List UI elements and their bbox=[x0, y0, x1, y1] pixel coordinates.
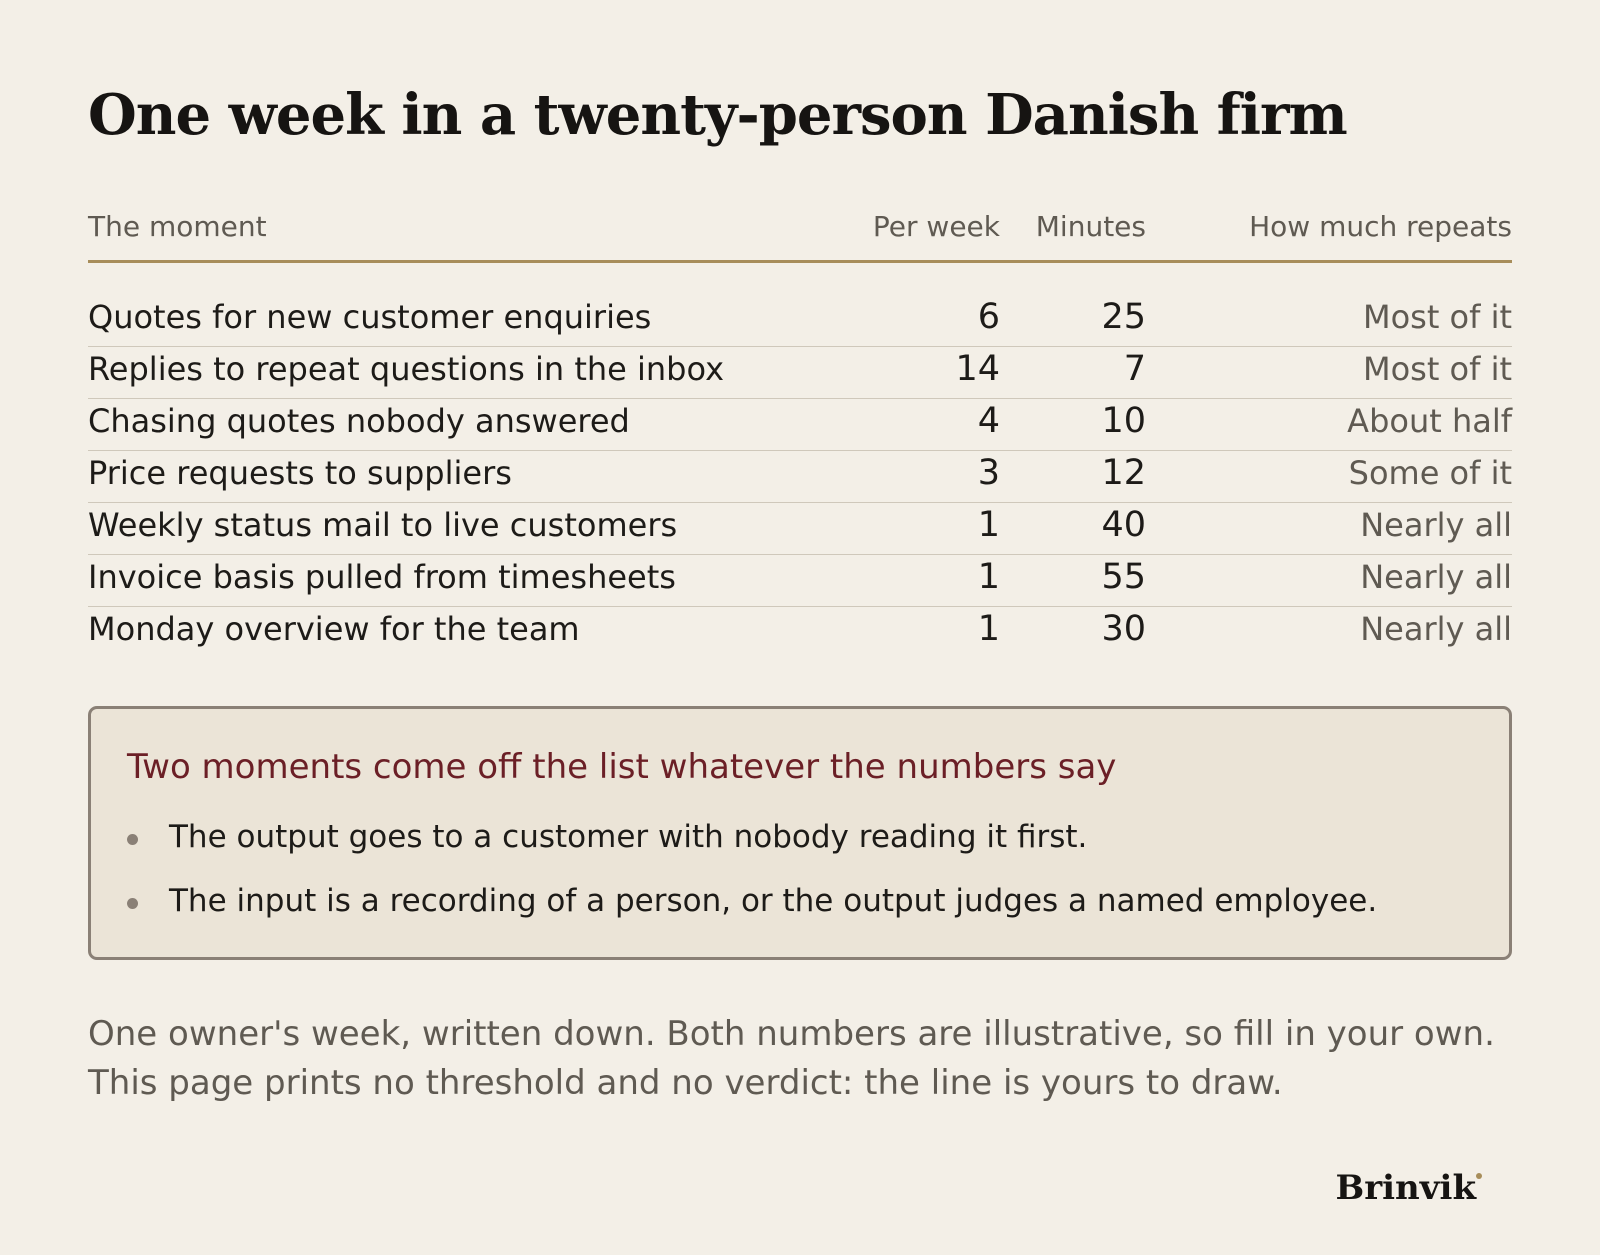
cell-repeats: Nearly all bbox=[1360, 506, 1512, 544]
cell-minutes: 25 bbox=[1101, 297, 1146, 337]
bullet-text: The output goes to a customer with nobod… bbox=[169, 819, 1088, 855]
cell-per-week: 14 bbox=[955, 349, 1000, 389]
header-repeats: How much repeats bbox=[1249, 210, 1512, 243]
cell-moment: Weekly status mail to live customers bbox=[88, 506, 678, 544]
cell-minutes: 30 bbox=[1101, 609, 1146, 649]
callout-title: Two moments come off the list whatever t… bbox=[127, 747, 1117, 787]
cell-per-week: 4 bbox=[977, 401, 1000, 441]
cell-minutes: 10 bbox=[1101, 401, 1146, 441]
header-moment: The moment bbox=[88, 210, 267, 243]
footnote-line-2: This page prints no threshold and no ver… bbox=[88, 1063, 1283, 1103]
cell-moment: Chasing quotes nobody answered bbox=[88, 402, 630, 440]
cell-per-week: 1 bbox=[977, 505, 1000, 545]
cell-per-week: 1 bbox=[977, 609, 1000, 649]
table-row: Quotes for new customer enquiries 6 25 M… bbox=[88, 295, 1512, 347]
table-row: Replies to repeat questions in the inbox… bbox=[88, 347, 1512, 399]
cell-minutes: 12 bbox=[1101, 453, 1146, 493]
footnote: One owner's week, written down. Both num… bbox=[88, 1010, 1518, 1108]
cell-repeats: About half bbox=[1347, 402, 1512, 440]
bullet-dot-icon bbox=[127, 834, 138, 845]
cell-repeats: Some of it bbox=[1348, 454, 1512, 492]
brand-dot-icon bbox=[1476, 1173, 1482, 1179]
exclusion-callout: Two moments come off the list whatever t… bbox=[88, 706, 1512, 960]
cell-minutes: 55 bbox=[1101, 557, 1146, 597]
cell-moment: Invoice basis pulled from timesheets bbox=[88, 558, 676, 596]
page-title: One week in a twenty-person Danish firm bbox=[88, 82, 1348, 148]
cell-minutes: 7 bbox=[1123, 349, 1146, 389]
table-row: Invoice basis pulled from timesheets 1 5… bbox=[88, 555, 1512, 607]
cell-moment: Price requests to suppliers bbox=[88, 454, 512, 492]
cell-moment: Quotes for new customer enquiries bbox=[88, 298, 652, 336]
bullet-dot-icon bbox=[127, 898, 138, 909]
cell-per-week: 6 bbox=[977, 297, 1000, 337]
cell-repeats: Most of it bbox=[1362, 350, 1512, 388]
table-row: Price requests to suppliers 3 12 Some of… bbox=[88, 451, 1512, 503]
table-row: Monday overview for the team 1 30 Nearly… bbox=[88, 607, 1512, 658]
brand-logo: Brinvik bbox=[1335, 1168, 1476, 1208]
bullet-text: The input is a recording of a person, or… bbox=[169, 883, 1378, 919]
table-body: Quotes for new customer enquiries 6 25 M… bbox=[88, 295, 1512, 658]
cell-minutes: 40 bbox=[1101, 505, 1146, 545]
cell-repeats: Nearly all bbox=[1360, 610, 1512, 648]
cell-moment: Monday overview for the team bbox=[88, 610, 580, 648]
cell-moment: Replies to repeat questions in the inbox bbox=[88, 350, 725, 388]
cell-repeats: Nearly all bbox=[1360, 558, 1512, 596]
header-minutes: Minutes bbox=[1035, 210, 1146, 243]
cell-per-week: 3 bbox=[977, 453, 1000, 493]
table-header: The moment Per week Minutes How much rep… bbox=[88, 210, 1512, 263]
table-row: Weekly status mail to live customers 1 4… bbox=[88, 503, 1512, 555]
header-per-week: Per week bbox=[872, 210, 1000, 243]
cell-repeats: Most of it bbox=[1362, 298, 1512, 336]
table-row: Chasing quotes nobody answered 4 10 Abou… bbox=[88, 399, 1512, 451]
footnote-line-1: One owner's week, written down. Both num… bbox=[88, 1014, 1495, 1054]
cell-per-week: 1 bbox=[977, 557, 1000, 597]
